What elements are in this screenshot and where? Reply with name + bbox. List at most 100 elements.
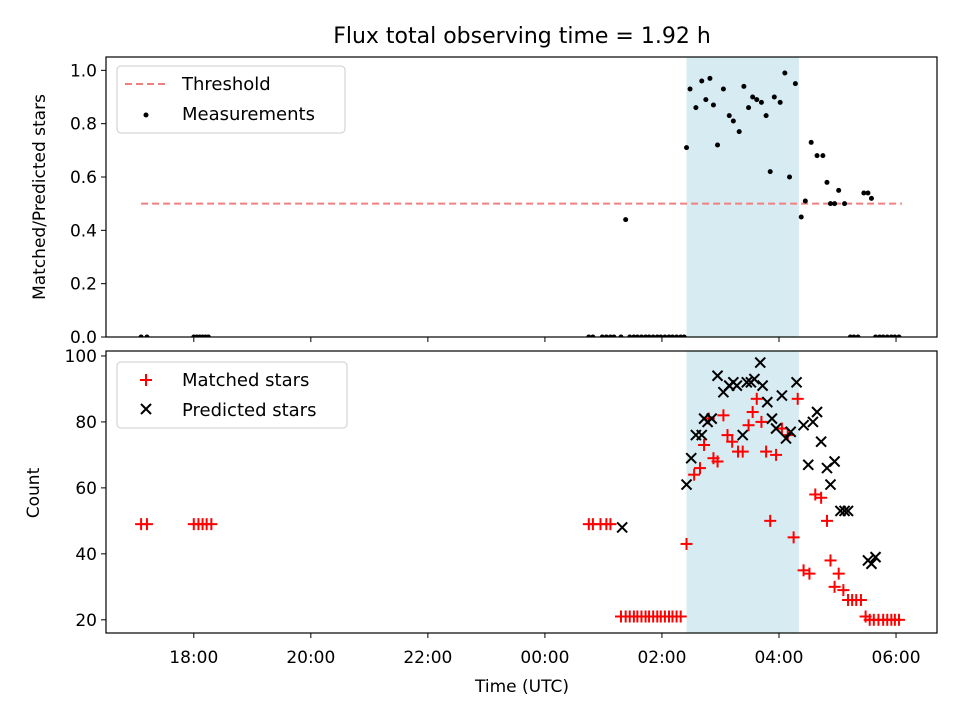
matched-star-point xyxy=(205,518,218,531)
measurement-point xyxy=(851,334,857,337)
measurement-point xyxy=(873,334,879,337)
predicted-star-point xyxy=(776,389,788,402)
predicted-x-b xyxy=(754,356,766,369)
matched-star-point xyxy=(760,445,773,458)
measurement-point xyxy=(741,83,747,89)
measurement-point xyxy=(627,334,633,337)
bottom-frame xyxy=(105,350,938,634)
y-tick-label: 0.6 xyxy=(70,168,97,188)
y-tick-label: 0.0 xyxy=(70,328,97,348)
measurement-point xyxy=(787,174,793,180)
measurement-point xyxy=(599,334,605,337)
predicted-star-point xyxy=(680,478,693,491)
bottom-panel: Count Time (UTC) Matched stars Predicted… xyxy=(24,361,569,697)
bottom-legend xyxy=(116,361,348,429)
shaded-span xyxy=(686,351,799,633)
top-ylabel: Matched/Predicted stars xyxy=(30,94,50,300)
matched-star-point xyxy=(787,531,800,544)
measurement-point xyxy=(681,334,687,337)
measurement-point xyxy=(798,214,804,220)
predicted-x-b xyxy=(797,419,810,431)
predicted-x-b xyxy=(770,422,782,435)
predicted-star-point xyxy=(761,396,773,408)
measurement-point xyxy=(646,334,652,337)
matched-star-point xyxy=(711,455,724,468)
top-panel: Matched/Predicted stars Threshold Measur… xyxy=(30,65,346,300)
matched-star-point xyxy=(717,409,730,422)
measurement-point xyxy=(746,105,752,111)
predicted-x-b xyxy=(780,432,792,445)
measurement-point xyxy=(802,198,808,204)
legend-matched-label: Matched stars xyxy=(182,370,309,391)
matched-star-point xyxy=(854,594,867,607)
measurement-point xyxy=(138,334,144,337)
matched-star-point xyxy=(750,392,763,405)
y-tick-label: 40 xyxy=(75,545,97,565)
y-tick-label: 80 xyxy=(75,413,97,433)
top-plot-area xyxy=(138,57,902,337)
predicted-x-b xyxy=(838,505,851,517)
x-tick-label: 22:00 xyxy=(403,648,452,668)
measurement-point xyxy=(674,334,680,337)
predicted-x-b xyxy=(756,379,769,392)
predicted-x-b xyxy=(807,416,819,428)
predicted-x-b xyxy=(824,478,837,491)
y-tick-label: 0.8 xyxy=(70,115,97,135)
predicted-x-b xyxy=(790,376,803,389)
predicted-x-b xyxy=(828,455,841,468)
legend-predicted-label: Predicted stars xyxy=(182,400,316,421)
matched-star-point xyxy=(140,518,153,531)
y-tick-label: 100 xyxy=(65,347,97,367)
predicted-x-b xyxy=(748,373,761,385)
measurement-point xyxy=(590,334,596,337)
predicted-star-point xyxy=(748,373,761,385)
measurement-point xyxy=(611,334,617,337)
predicted-star-point xyxy=(802,459,814,471)
predicted-star-point xyxy=(869,551,882,563)
measurement-point xyxy=(750,94,756,100)
measurement-point xyxy=(842,201,848,207)
matched-star-point xyxy=(775,422,788,435)
measurement-point xyxy=(205,334,211,337)
x-tick-label: 00:00 xyxy=(520,648,569,668)
matched-star-point xyxy=(764,514,777,527)
y-tick-label: 20 xyxy=(75,611,97,631)
predicted-star-point xyxy=(811,406,823,418)
predicted-x-b xyxy=(784,426,797,438)
predicted-x-b xyxy=(711,370,724,382)
matched-star-point xyxy=(824,554,837,567)
measurement-point xyxy=(658,334,664,337)
predicted-x-b xyxy=(869,551,882,563)
measurement-point xyxy=(771,94,777,100)
matched-star-point xyxy=(828,580,841,593)
measurement-point xyxy=(836,187,842,193)
x-tick-label: 02:00 xyxy=(637,648,686,668)
matched-star-point xyxy=(803,567,816,580)
measurement-point xyxy=(662,334,668,337)
measurement-point xyxy=(865,190,871,196)
predicted-star-point xyxy=(737,429,749,441)
predicted-star-point xyxy=(828,455,841,468)
legend-measurements-label: Measurements xyxy=(182,104,315,125)
x-tick-label: 18:00 xyxy=(169,648,218,668)
measurement-point xyxy=(730,118,736,124)
matched-star-point xyxy=(693,462,706,475)
top-legend xyxy=(116,65,346,134)
predicted-star-point xyxy=(756,379,769,392)
measurement-point xyxy=(586,334,592,337)
matched-star-point xyxy=(820,514,833,527)
measurement-point xyxy=(792,81,798,87)
measurement-point xyxy=(603,334,609,337)
measurement-point xyxy=(820,153,826,159)
predicted-x-b xyxy=(865,558,878,570)
y-tick-label: 0.2 xyxy=(70,275,97,295)
legend-predicted-swatch xyxy=(140,403,152,415)
matched-star-point xyxy=(770,448,783,461)
predicted-star-point xyxy=(865,558,878,570)
measurement-point xyxy=(754,97,760,103)
predicted-star-point xyxy=(838,505,851,517)
predicted-star-point xyxy=(766,412,778,425)
predicted-star-point xyxy=(780,432,792,445)
measurement-point xyxy=(699,78,705,84)
x-tick-label: 04:00 xyxy=(754,648,803,668)
